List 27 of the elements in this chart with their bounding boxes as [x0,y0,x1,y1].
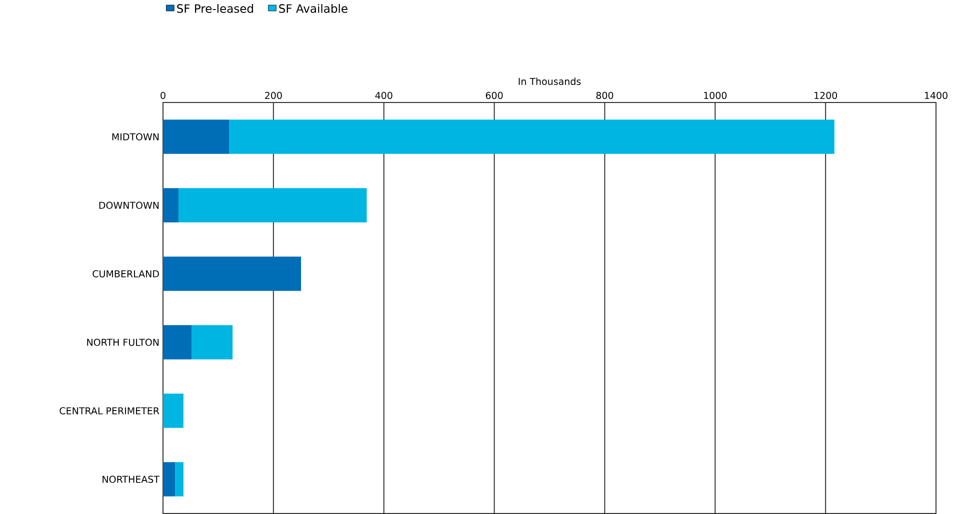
y-tick-label: MIDTOWN [112,133,159,140]
y-tick-label: CENTRAL PERIMETER [60,407,160,414]
bar [163,188,178,222]
bar [163,325,192,360]
y-tick-label: CUMBERLAND [92,270,159,278]
bar [178,188,367,222]
y-tick-label: NORTH FULTON [87,338,159,346]
y-tick-label: NORTHEAST [102,476,160,483]
x-tick-label: 600 [486,92,503,100]
bar [175,462,184,496]
x-tick-label: 1400 [924,92,948,100]
x-tick-label: 400 [375,92,392,100]
legend-label: SF Available [279,4,348,13]
bar [163,120,230,154]
bar [163,256,302,291]
x-axis-title: In Thousands [518,78,581,85]
x-tick-label: 1000 [704,92,727,100]
bar [163,462,176,496]
x-tick-label: 1200 [814,92,838,100]
x-tick-label: 0 [160,92,166,100]
bar [229,120,834,154]
bar [163,394,184,428]
bar [192,325,233,360]
x-tick-label: 800 [596,92,614,100]
y-tick-label: DOWNTOWN [99,202,159,209]
x-tick-label: 200 [265,92,282,100]
legend-label: SF Pre-leased [177,4,253,13]
